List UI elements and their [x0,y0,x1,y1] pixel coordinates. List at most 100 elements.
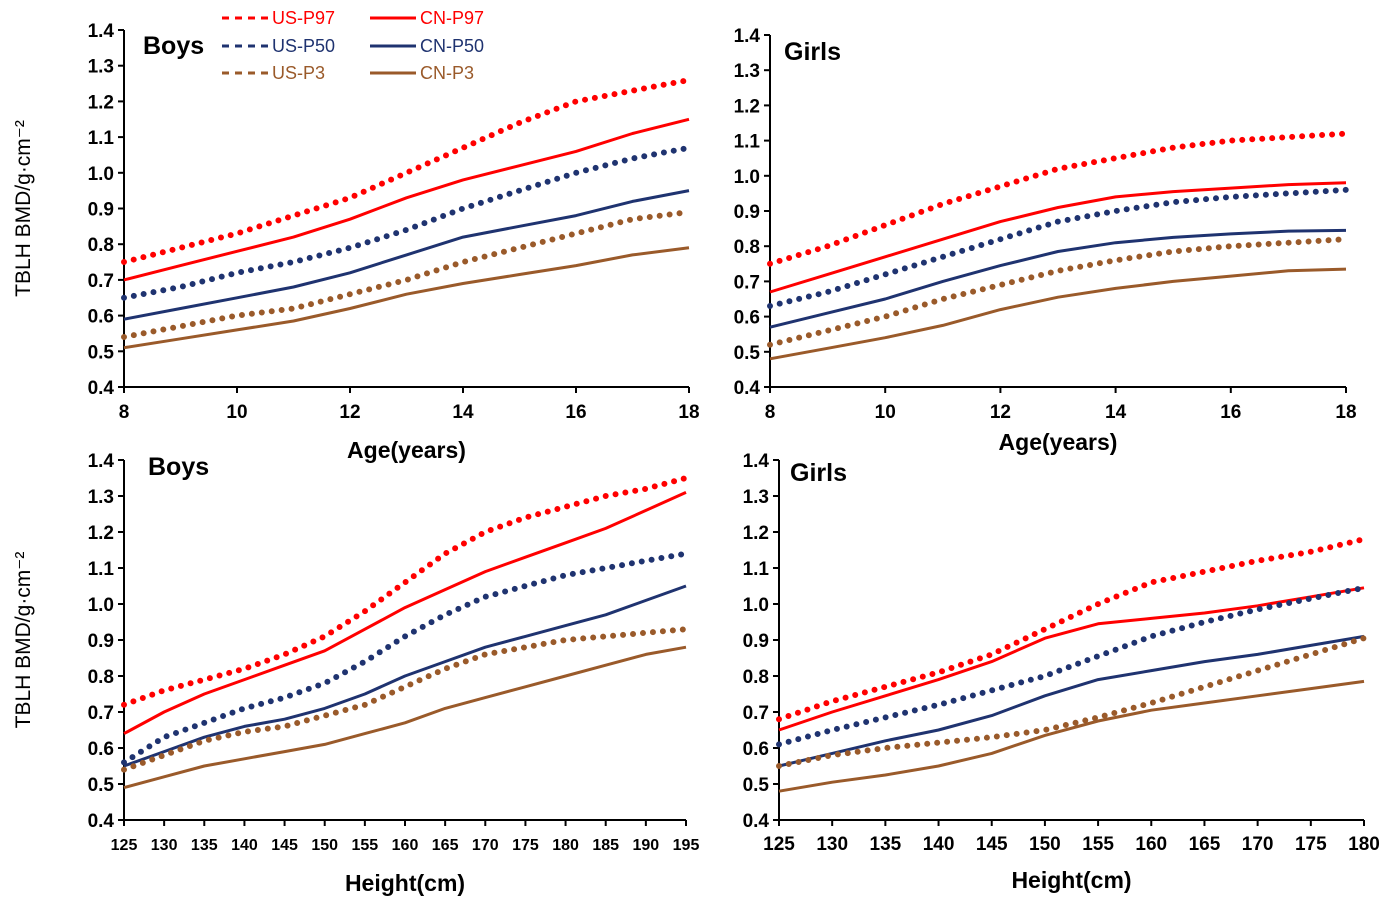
x-tick-label: 125 [111,837,138,854]
x-axis-label: Height(cm) [345,870,465,896]
y-tick-label: 1.1 [88,559,115,580]
series-line-us-p97 [121,475,689,708]
legend-label-cn-p3: CN-P3 [420,63,474,83]
x-tick-label: 190 [633,837,660,854]
y-tick-label: 1.0 [734,167,760,188]
series-line-cn-p97 [123,491,687,735]
y-tick-label: 1.2 [88,92,114,113]
x-tick-label: 10 [226,402,247,423]
series-line-us-p97 [121,77,692,265]
legend-label-us-p3: US-P3 [272,63,325,83]
x-tick-label: 160 [1135,834,1167,855]
y-tick-label: 1.3 [743,487,769,508]
y-tick-label: 0.8 [88,235,114,256]
y-tick-label: 0.4 [88,811,115,832]
legend-label-us-p97: US-P97 [272,8,335,28]
x-tick-label: 185 [592,837,619,854]
panel-girls-age: 0.4 0.5 0.6 0.7 0.8 0.9 1.0 1.1 1.2 1.3 1.4 8 10 12 14… [734,26,1357,455]
y-tick-label: 0.9 [734,202,760,223]
x-tick-label: 125 [763,834,795,855]
x-tick-label: 150 [1029,834,1061,855]
series-line-us-p3 [767,236,1349,348]
series-line-cn-p3 [769,267,1347,361]
x-axis-label: Age(years) [347,437,466,463]
y-tick-label: 0.5 [88,342,115,363]
x-tick-label: 180 [1348,834,1380,855]
series-line-cn-p97 [769,181,1347,294]
x-tick-label: 14 [1105,402,1127,423]
x-tick-label: 145 [271,837,298,854]
y-tick-label: 0.6 [88,739,114,760]
series-line-cn-p3 [123,246,690,350]
x-tick-label: 130 [816,834,848,855]
legend-label-cn-p50: CN-P50 [420,36,484,56]
y-tick-label: 1.3 [734,61,760,82]
y-tick-label: 1.0 [88,164,114,185]
series-line-cn-p50 [123,189,690,321]
x-tick-label: 18 [678,402,699,423]
x-tick-label: 16 [1220,402,1241,423]
x-tick-label: 155 [352,837,379,854]
y-tick-label: 1.2 [743,523,769,544]
y-tick-label: 0.9 [88,200,114,221]
series-line-cn-p50 [778,634,1365,768]
y-tick-label: 1.2 [88,523,114,544]
x-tick-label: 165 [432,837,459,854]
series-line-us-p50 [776,584,1367,748]
panel-boys-age: 0.4 0.5 0.6 0.7 0.8 0.9 1.0 1.1 1.2 1.3 1.4 8 10 12 14… [12,21,700,463]
legend: US-P97 CN-P97 US-P50 CN-P50 US-P3 CN-P3 [222,8,484,83]
x-tick-label: 140 [231,837,258,854]
series-line-us-p3 [121,626,689,773]
series-line-cn-p3 [778,679,1365,793]
series-line-cn-p3 [123,645,687,790]
x-tick-label: 195 [673,837,700,854]
y-tick-label: 1.4 [88,21,115,42]
series-line-us-p50 [121,144,692,301]
y-tick-label: 0.8 [743,667,769,688]
series-line-us-p97 [776,536,1367,723]
y-tick-label: 1.1 [734,132,761,153]
x-axis-label: Height(cm) [1011,867,1131,893]
x-tick-label: 16 [565,402,586,423]
x-tick-label: 135 [191,837,218,854]
y-tick-label: 0.7 [88,703,114,724]
x-tick-label: 12 [339,402,360,423]
series-line-us-p97 [767,130,1349,267]
y-tick-label: 0.5 [743,775,770,796]
y-tick-label: 0.8 [734,237,760,258]
x-axis-label: Age(years) [999,429,1118,455]
y-tick-label: 0.4 [743,811,770,832]
series-line-us-p3 [121,209,692,340]
y-tick-label: 0.6 [743,739,769,760]
x-tick-label: 175 [1295,834,1327,855]
x-tick-label: 165 [1189,834,1221,855]
x-tick-label: 8 [119,402,130,423]
y-tick-label: 1.2 [734,96,760,117]
y-tick-label: 0.7 [734,272,760,293]
x-tick-label: 145 [976,834,1008,855]
y-tick-label: 1.3 [88,57,114,78]
y-tick-label: 0.4 [734,378,761,399]
y-tick-label: 0.6 [88,307,114,328]
x-tick-label: 140 [923,834,955,855]
y-tick-label: 0.7 [743,703,769,724]
x-tick-label: 155 [1082,834,1114,855]
legend-label-cn-p97: CN-P97 [420,8,484,28]
y-tick-label: 0.9 [88,631,114,652]
x-tick-label: 150 [311,837,338,854]
y-tick-label: 1.4 [88,451,115,472]
x-tick-label: 160 [392,837,419,854]
x-tick-label: 135 [870,834,902,855]
y-tick-label: 0.5 [88,775,115,796]
y-tick-label: 0.6 [734,308,760,329]
y-tick-label: 1.4 [734,26,761,47]
series-line-cn-p97 [778,586,1365,732]
y-tick-label: 1.3 [88,487,114,508]
panel-boys-height: 0.4 0.5 0.6 0.7 0.8 0.9 1.0 1.1 1.2 1.3 1.4 125 130 1… [12,451,699,896]
panel-girls-height: 0.4 0.5 0.6 0.7 0.8 0.9 1.0 1.1 1.2 1.3 1.4 125 130 1… [743,451,1380,893]
series-line-us-p3 [776,635,1367,769]
panel-title: Boys [143,32,204,60]
series-line-cn-p50 [123,584,687,768]
x-tick-label: 180 [552,837,579,854]
